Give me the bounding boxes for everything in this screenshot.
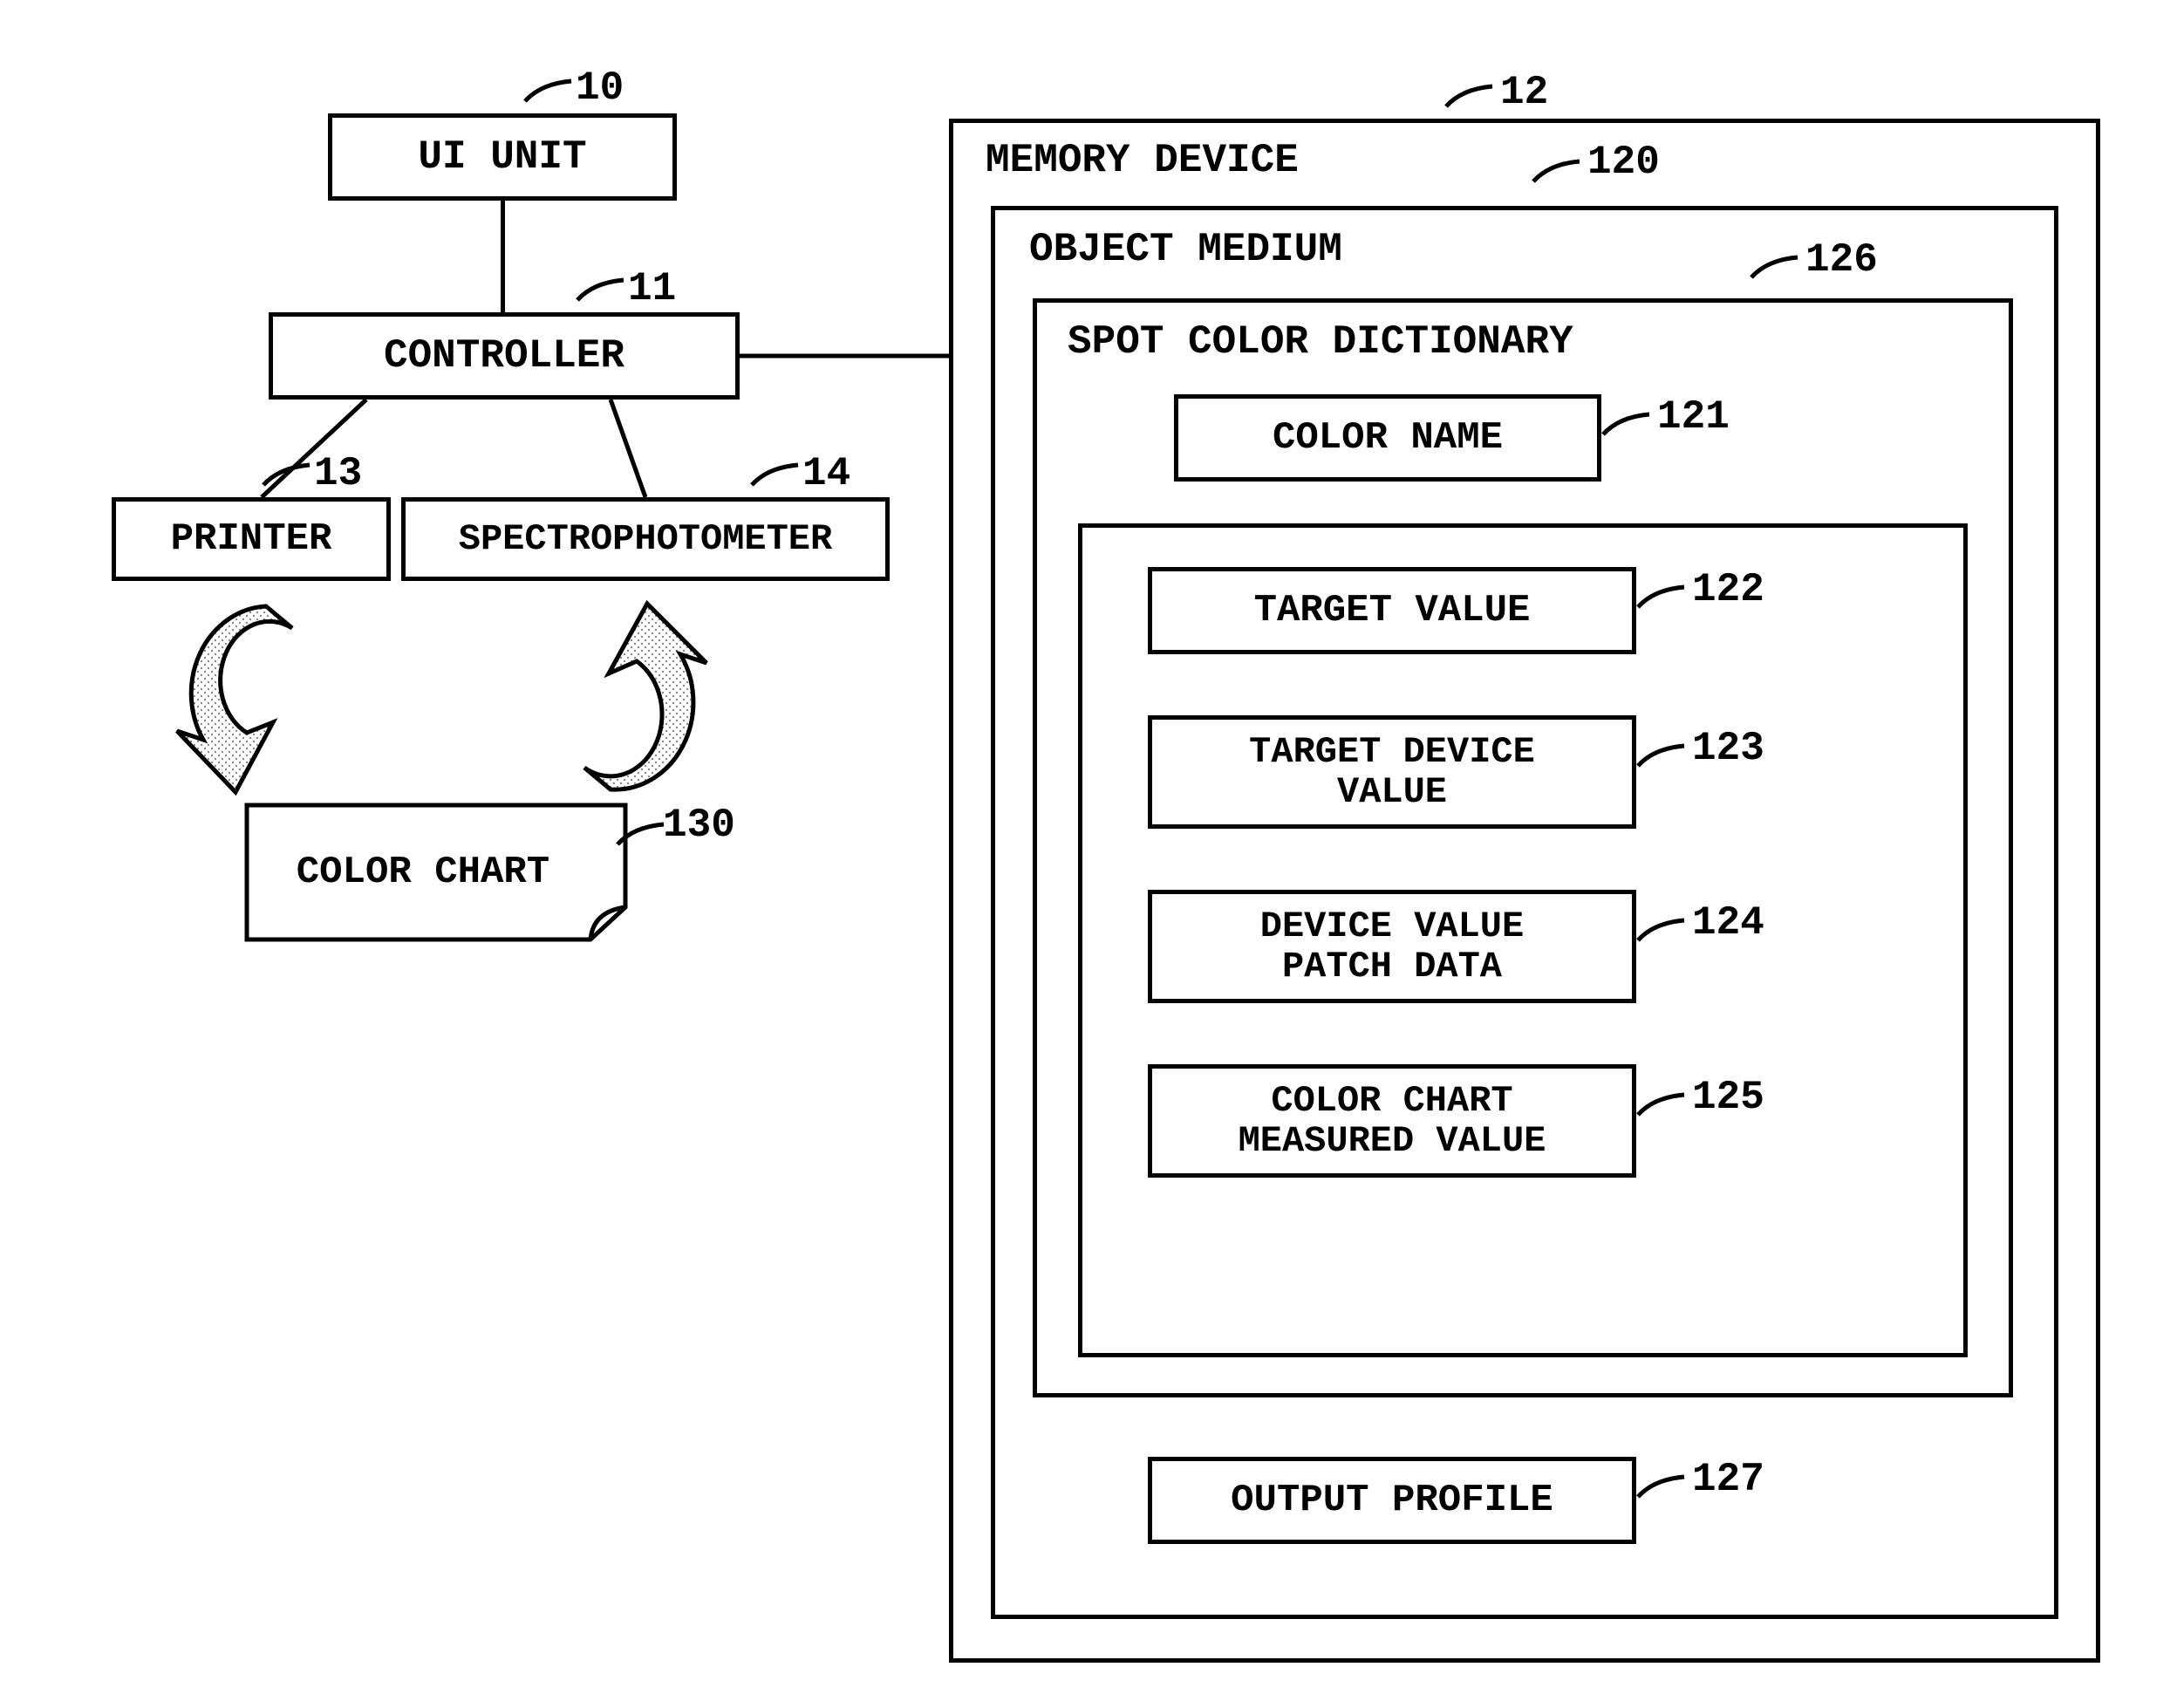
patch-data-label: DEVICE VALUE PATCH DATA	[1260, 906, 1524, 987]
leader-icon	[1444, 82, 1497, 108]
color-chart-block: COLOR CHART	[244, 803, 628, 942]
ui-unit-block: UI UNIT	[328, 113, 677, 201]
memory-device-ref: 12	[1500, 70, 1548, 115]
printer-ref: 13	[314, 451, 362, 496]
dictionary-ref: 126	[1805, 237, 1878, 283]
printer-block: PRINTER	[112, 497, 391, 581]
spectro-block: SPECTROPHOTOMETER	[401, 497, 890, 581]
controller-ref: 11	[628, 266, 676, 311]
arrow-down-icon	[161, 593, 336, 803]
spectro-label: SPECTROPHOTOMETER	[459, 519, 832, 559]
color-chart-ref: 130	[663, 803, 735, 848]
output-profile-ref: 127	[1692, 1457, 1764, 1502]
ui-unit-ref: 10	[576, 65, 624, 111]
target-device-ref: 123	[1692, 726, 1764, 771]
leader-icon	[262, 461, 314, 487]
leader-icon	[523, 77, 576, 103]
target-value-ref: 122	[1692, 567, 1764, 612]
arrow-up-icon	[549, 593, 724, 803]
printer-label: PRINTER	[171, 518, 332, 560]
output-profile-label: OUTPUT PROFILE	[1231, 1479, 1553, 1521]
target-device-block: TARGET DEVICE VALUE	[1148, 715, 1636, 829]
spectro-ref: 14	[802, 451, 850, 496]
measured-value-block: COLOR CHART MEASURED VALUE	[1148, 1064, 1636, 1178]
target-value-block: TARGET VALUE	[1148, 567, 1636, 654]
color-name-label: COLOR NAME	[1273, 417, 1503, 459]
target-device-label: TARGET DEVICE VALUE	[1249, 732, 1535, 812]
output-profile-block: OUTPUT PROFILE	[1148, 1457, 1636, 1544]
color-name-block: COLOR NAME	[1174, 394, 1601, 482]
object-medium-ref: 120	[1587, 140, 1660, 185]
measured-value-label: COLOR CHART MEASURED VALUE	[1239, 1081, 1546, 1161]
controller-label: CONTROLLER	[384, 334, 624, 379]
patch-data-ref: 124	[1692, 900, 1764, 946]
leader-icon	[576, 276, 628, 302]
controller-block: CONTROLLER	[269, 312, 740, 400]
color-name-ref: 121	[1657, 394, 1730, 440]
measured-value-ref: 125	[1692, 1075, 1764, 1120]
connector-line	[501, 201, 505, 312]
patch-data-block: DEVICE VALUE PATCH DATA	[1148, 890, 1636, 1003]
color-chart-label: COLOR CHART	[297, 851, 549, 894]
dictionary-label: SPOT COLOR DICTIONARY	[1068, 319, 1573, 365]
object-medium-label: OBJECT MEDIUM	[1029, 227, 1342, 272]
target-value-label: TARGET VALUE	[1254, 590, 1531, 632]
leader-icon	[750, 461, 802, 487]
memory-device-label: MEMORY DEVICE	[986, 138, 1299, 183]
ui-unit-label: UI UNIT	[418, 135, 586, 180]
